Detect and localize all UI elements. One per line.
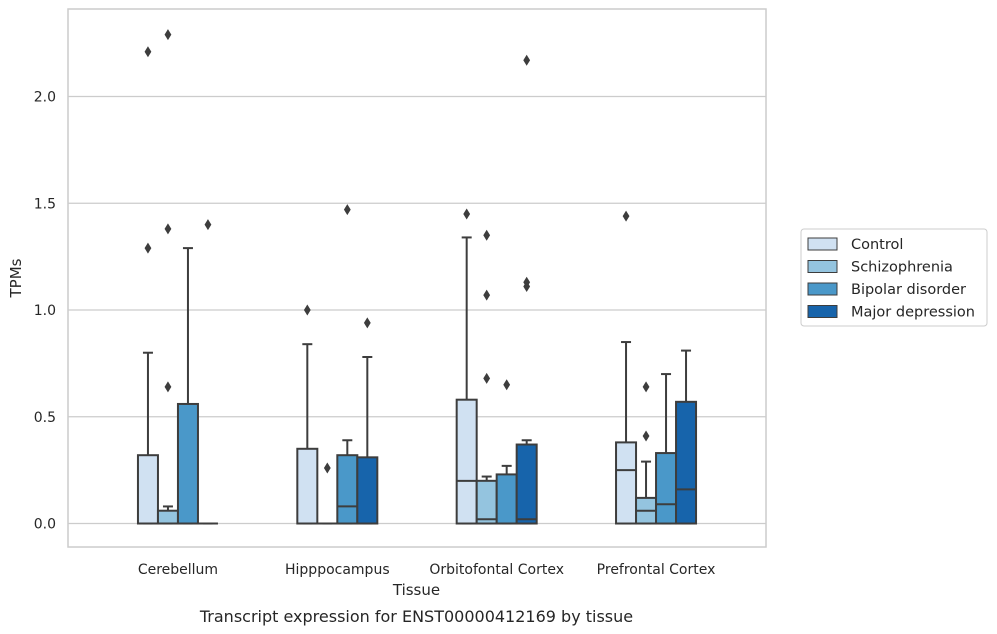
box [655,452,678,525]
outlier-point [642,430,650,442]
outlier-point [323,462,331,474]
legend-swatch [807,260,838,273]
y-axis-ticks: 0.0 0.5 1.0 1.5 2.0 [34,90,56,533]
outlier-point [523,54,531,66]
outlier-point [622,210,630,222]
box-marks [136,29,698,525]
plot-area [67,8,767,548]
box-group [296,304,319,525]
box [356,456,379,525]
box-group [475,229,498,525]
box-group [615,210,638,525]
box [615,441,638,525]
y-tick-label: 1.5 [34,196,56,212]
legend-frame [800,228,988,327]
legend-label: Control [851,237,903,253]
box [156,509,179,525]
box [136,454,159,525]
box [495,473,518,525]
legend-swatch [807,282,838,296]
legend-label: Schizophrenia [851,260,953,276]
x-axis-title: Tissue [392,581,440,599]
box-group [495,379,518,525]
outlier-point [164,29,172,41]
outlier-point [503,379,511,391]
outlier-point [483,372,491,384]
outlier-point [144,46,152,58]
box-group [655,373,678,525]
box [176,402,199,525]
box-group [317,462,338,525]
box [515,443,538,525]
outlier-point [204,219,212,231]
outlier-point [144,242,152,254]
legend-label: Major depression [851,305,975,321]
y-axis-title: TPMs [7,258,25,298]
outlier-point [164,381,172,393]
box-group [356,317,379,525]
outlier-point [483,229,491,241]
y-tick-label: 0.5 [34,410,56,426]
outlier-point [463,208,471,220]
outlier-point [483,289,491,301]
box [475,479,498,525]
x-tick-label: Prefrontal Cortex [597,562,716,578]
box-group [336,204,359,525]
box-group [156,29,179,525]
y-tick-label: 2.0 [34,90,56,106]
outlier-point [642,381,650,393]
chart-caption: Transcript expression for ENST0000041216… [199,607,633,626]
box-group [635,381,658,525]
box-group [176,247,199,525]
y-tick-label: 1.0 [34,303,56,319]
x-axis-ticks: Cerebellum Hipppocampus Orbitofontal Corte… [138,562,716,578]
box-group [515,54,538,525]
outlier-point [363,317,371,329]
outlier-point [523,276,531,288]
outlier-point [343,204,351,216]
box [675,400,698,525]
box [296,447,319,525]
box-group [455,208,478,525]
x-tick-label: Cerebellum [138,562,218,578]
legend: Control Schizophrenia Bipolar disorder Majo… [800,228,988,327]
legend-swatch [807,305,838,318]
box-group [675,349,698,525]
box [336,454,359,525]
x-tick-label: Orbitofontal Cortex [429,562,564,578]
box-group [136,46,159,525]
legend-label: Bipolar disorder [851,282,966,298]
legend-swatch [807,237,838,251]
y-tick-label: 0.0 [34,517,56,533]
outlier-point [164,223,172,235]
outlier-point [303,304,311,316]
box [455,398,478,525]
box-group [197,219,218,525]
x-tick-label: Hipppocampus [285,562,390,578]
